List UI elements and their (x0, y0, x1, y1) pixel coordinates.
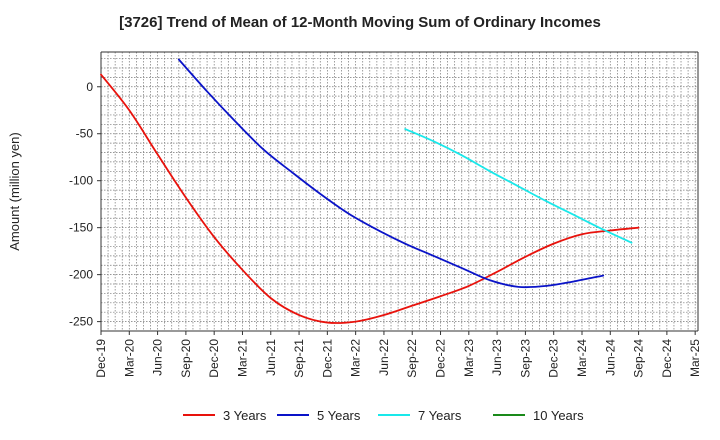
x-tick-label: Mar-24 (575, 339, 589, 377)
y-tick-label: -250 (69, 315, 93, 329)
x-tick-label: Sep-22 (405, 339, 419, 378)
x-tick-label: Mar-21 (235, 339, 249, 377)
x-tick-label: Mar-25 (688, 339, 702, 377)
chart-title: [3726] Trend of Mean of 12-Month Moving … (119, 14, 601, 31)
x-tick-label: Dec-20 (207, 339, 221, 378)
legend-label-5-years: 5 Years (317, 408, 361, 423)
x-tick-label: Dec-22 (434, 339, 448, 378)
x-tick-label: Jun-23 (490, 339, 504, 376)
x-tick-label: Dec-24 (660, 339, 674, 378)
x-tick-label: Sep-21 (292, 339, 306, 378)
y-tick-label: 0 (86, 80, 93, 94)
x-tick-label: Mar-22 (349, 339, 363, 377)
x-tick-label: Jun-24 (603, 339, 617, 376)
x-tick-label: Dec-19 (94, 339, 108, 378)
x-tick-label: Mar-20 (122, 339, 136, 377)
y-tick-label: -50 (76, 127, 94, 141)
plot-area (101, 52, 698, 331)
series-line-7-years (404, 128, 633, 244)
y-tick-label: -200 (69, 268, 93, 282)
x-tick-label: Mar-23 (462, 339, 476, 377)
x-tick-label: Jun-21 (264, 339, 278, 376)
series-line-5-years (177, 58, 605, 289)
x-tick-label: Jun-22 (377, 339, 391, 376)
x-tick-label: Dec-21 (320, 339, 334, 378)
y-tick-label: -100 (69, 174, 93, 188)
y-tick-label: -150 (69, 221, 93, 235)
series-line-3-years (100, 73, 640, 324)
x-tick-label: Sep-20 (179, 339, 193, 378)
legend-label-3-years: 3 Years (223, 408, 267, 423)
x-tick-label: Sep-24 (632, 339, 646, 378)
x-tick-label: Sep-23 (518, 339, 532, 378)
x-tick-label: Jun-20 (151, 339, 165, 376)
x-tick-label: Dec-23 (547, 339, 561, 378)
legend-label-10-years: 10 Years (533, 408, 584, 423)
y-axis-title: Amount (million yen) (7, 132, 22, 251)
legend-label-7-years: 7 Years (418, 408, 462, 423)
